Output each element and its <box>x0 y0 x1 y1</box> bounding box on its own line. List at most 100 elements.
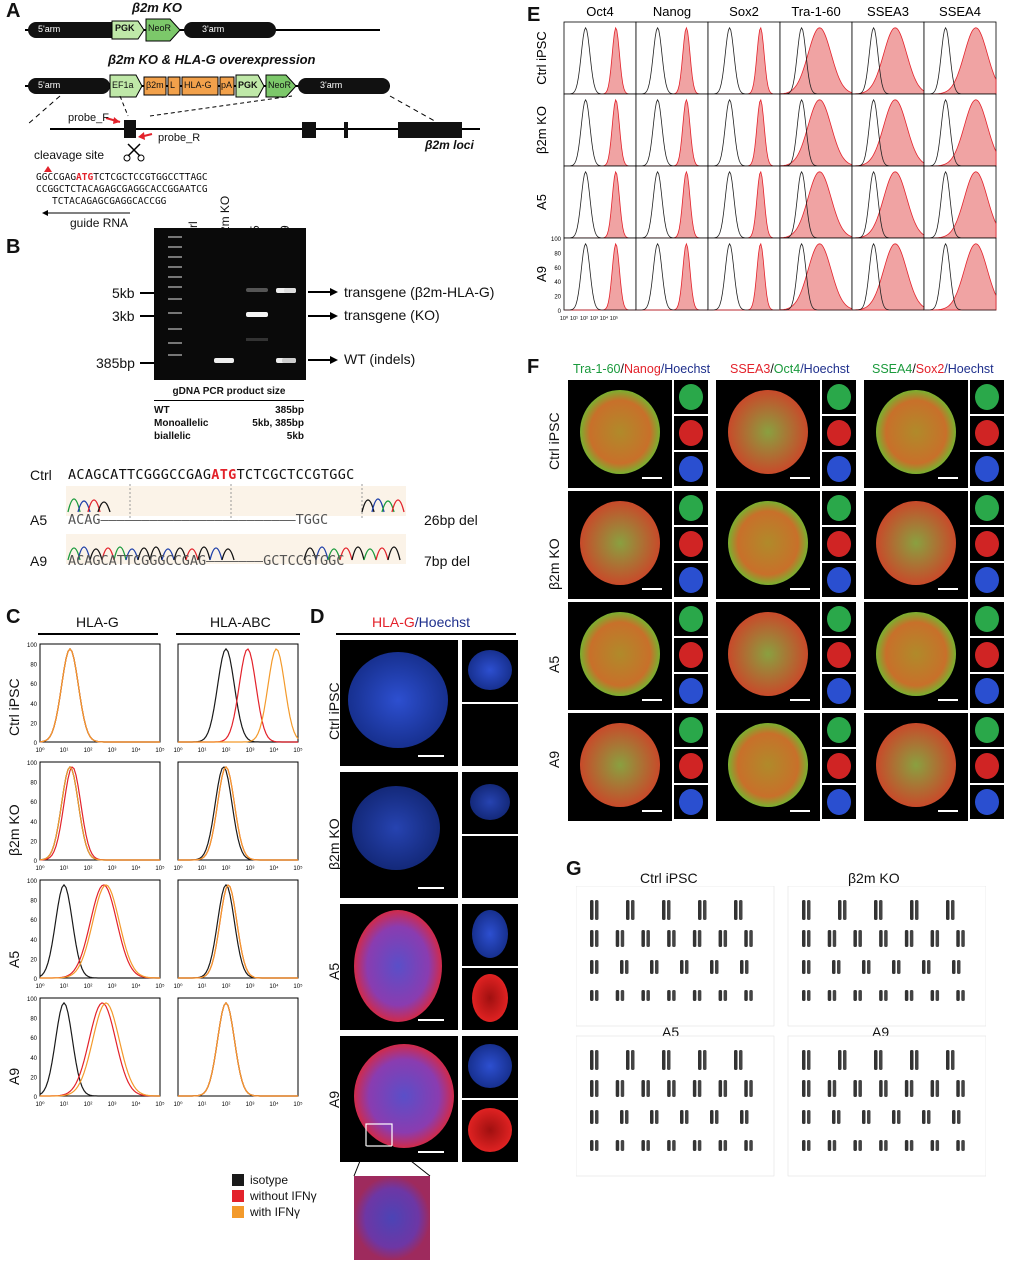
hist-curve <box>178 648 299 743</box>
x-tick-label: 10⁵ <box>155 983 165 990</box>
f-title-part: Nanog <box>623 362 661 376</box>
g-chromosome <box>922 1110 926 1124</box>
f-title-part: Sox2 <box>915 362 945 376</box>
hla-g-immunofluorescence <box>340 640 518 1260</box>
g-chromosome <box>590 900 594 920</box>
g-chromosome <box>879 900 883 920</box>
y-tick-label: 0 <box>34 741 38 747</box>
g-chromosome <box>838 900 842 920</box>
e-row-label: β2m KO <box>534 106 549 154</box>
y-tick-label: 80 <box>30 1017 37 1023</box>
g-chromosome <box>827 930 832 947</box>
g-chromosome <box>615 1080 620 1097</box>
pgk-label-2: PGK <box>238 80 258 90</box>
g-chromosome <box>909 1140 914 1151</box>
g-chromosome <box>595 930 599 947</box>
y-tick-label: 0 <box>34 977 38 983</box>
f-channel-colony <box>827 456 851 482</box>
g-chromosome <box>879 990 883 1001</box>
g-chromosome <box>884 990 888 1001</box>
x-tick-label: 10⁰ <box>35 1101 45 1108</box>
f-channel-colony <box>975 531 999 557</box>
g-chromosome <box>667 930 671 947</box>
g-chromosome <box>692 1080 697 1097</box>
g-chromosome <box>915 1050 919 1070</box>
y-tick-label: 80 <box>30 781 37 787</box>
arrow-label-wt: WT (indels) <box>344 351 416 367</box>
e-isotype-hist <box>708 242 780 311</box>
g-chromosome <box>922 960 926 974</box>
g-label-b2mko: β2m KO <box>848 870 900 886</box>
g-chromosome <box>802 900 806 920</box>
g-chromosome <box>745 1110 749 1124</box>
e-cell <box>707 165 781 239</box>
f-channel-colony <box>679 495 703 521</box>
g-chromosome <box>961 990 965 1001</box>
g-chromosome <box>897 960 901 974</box>
x-tick-label: 10¹ <box>198 984 207 990</box>
e-isotype-hist <box>852 242 924 311</box>
g-chromosome <box>807 1110 811 1124</box>
e-positive-hist <box>851 243 925 311</box>
f-title-part: Oct4 <box>773 362 801 376</box>
pcr-table-header: gDNA PCR product size <box>154 386 304 401</box>
f-channel-colony <box>827 642 851 668</box>
g-chromosome <box>718 930 723 947</box>
f-colony <box>876 612 956 696</box>
g-chromosome <box>827 1140 832 1151</box>
f-channel-colony <box>679 717 703 743</box>
g-chromosome <box>946 900 950 920</box>
probe-f-label: probe_F <box>68 112 109 124</box>
pcr-row-wt: WT 385bp <box>154 405 304 416</box>
g-chromosome <box>862 1110 866 1124</box>
e-positive-hist <box>779 27 853 95</box>
g-chromosome <box>595 1110 599 1124</box>
g-chromosome <box>590 930 594 947</box>
g-chromosome <box>957 960 961 974</box>
e-positive-hist <box>779 171 853 239</box>
x-tick-label: 10⁵ <box>293 865 303 872</box>
x-tick-label: 10⁵ <box>155 865 165 872</box>
g-chromosome <box>951 900 955 920</box>
x-tick-label: 10⁴ <box>131 747 141 754</box>
f-channel-colony <box>679 678 703 704</box>
g-chromosome <box>739 900 743 920</box>
g-chromosome <box>927 960 931 974</box>
x-tick-label: 10³ <box>246 984 255 990</box>
g-chromosome <box>858 1080 862 1097</box>
g-chromosome <box>620 930 625 947</box>
f-channel-colony <box>827 789 851 815</box>
pcr-row-bi: biallelic 5kb <box>154 431 304 442</box>
neo-label: NeoR <box>148 23 172 33</box>
gel-arrows <box>140 288 338 364</box>
x-tick-label: 10² <box>84 984 93 990</box>
e-cell <box>707 237 781 311</box>
g-chromosome <box>692 990 697 1001</box>
g-chromosome <box>744 930 748 947</box>
e-cell <box>707 93 781 167</box>
arm3-label: 3'arm <box>202 24 225 34</box>
x-tick-label: 10¹ <box>198 866 207 872</box>
g-chromosome <box>667 1140 671 1151</box>
e-cell <box>635 165 709 239</box>
seq-label-ctrl: Ctrl <box>30 467 52 483</box>
g-chromosome <box>680 960 684 974</box>
g-chromosome <box>590 1080 594 1097</box>
e-isotype-hist <box>780 242 852 311</box>
g-chromosome <box>867 960 871 974</box>
e-positive-hist <box>851 171 925 239</box>
g-chromosome <box>827 1080 832 1097</box>
hist-curve <box>178 766 298 861</box>
f-channel-colony <box>679 606 703 632</box>
f-title-part: SSEA3 <box>730 362 771 376</box>
g-chromosome <box>884 930 888 947</box>
hist-frame <box>39 761 161 861</box>
g-chromosome <box>740 1110 744 1124</box>
f-channel-colony <box>975 678 999 704</box>
hist-curve <box>178 1001 298 1097</box>
cleavage-site-label: cleavage site <box>34 148 105 162</box>
y-tick-label: 80 <box>30 663 37 669</box>
g-chromosome <box>832 930 837 947</box>
e-x-tick: 10¹ <box>570 316 578 322</box>
g-chromosome <box>744 1080 748 1097</box>
